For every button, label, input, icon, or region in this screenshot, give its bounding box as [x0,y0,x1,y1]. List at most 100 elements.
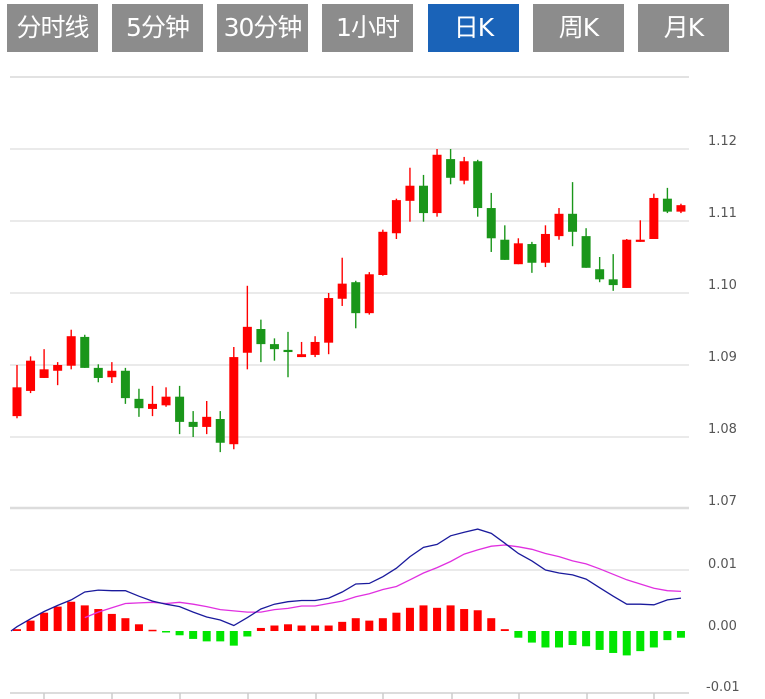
dea-line [84,544,682,619]
candle-up [364,274,374,314]
macd-bar [676,631,685,638]
macd-bar [405,607,414,631]
candle-up [324,298,334,343]
macd-tick-label: 0.01 [708,557,737,572]
macd-bar [595,631,604,650]
candle-down [581,236,591,268]
candle-up [297,354,307,358]
candle-down [473,161,483,209]
candle-down [175,396,185,422]
macd-bar [460,609,469,631]
candle-up [12,387,22,417]
tab-timeshare[interactable]: 分时线 [7,4,98,52]
price-tick-label: 1.09 [708,350,737,365]
tab-30min[interactable]: 30分钟 [217,4,308,52]
macd-bar [40,612,49,631]
candle-down [120,370,130,399]
candle-up [459,161,469,181]
candle-up [676,205,686,212]
price-tick-label: 1.12 [708,134,737,149]
candle-down [215,419,225,443]
price-tick-label: 1.08 [708,422,737,437]
macd-bar [636,631,645,652]
tab-5min[interactable]: 5分钟 [112,4,203,52]
macd-bar [26,620,35,631]
tab-weekly-k[interactable]: 周K [533,4,624,52]
candle-down [608,279,618,286]
candle-up [229,357,239,445]
candle-up [554,213,564,237]
price-tick-label: 1.07 [708,494,737,509]
candle-up [635,239,645,242]
candle-up [432,154,442,214]
macd-bar [433,607,442,631]
macd-bar [582,631,591,647]
macd-bar [555,631,563,648]
macd-bar [351,618,360,631]
tab-monthly-k[interactable]: 月K [638,4,729,52]
macd-bar [473,610,482,631]
macd-bar [324,625,333,631]
candle-up [161,396,171,406]
candle-down [256,329,266,345]
candle-down [283,349,293,353]
grid-lines [10,76,689,699]
candle-up [649,197,659,239]
candle-up [53,365,63,371]
macd-bar [527,631,536,643]
macd-bar [94,609,103,631]
macd-bar [202,631,211,642]
macd-lines [10,528,682,632]
period-tabs: 分时线 5分钟 30分钟 1小时 日K 周K 月K [0,0,765,60]
macd-bar [297,625,306,631]
tab-daily-k[interactable]: 日K [428,4,519,52]
macd-bar [609,631,618,653]
macd-bar [13,629,21,631]
macd-bar [189,631,198,639]
candle-down [662,198,672,212]
axis-labels: 1.12 1.11 1.10 1.09 1.08 1.07 0.01 0.00 … [706,134,740,695]
macd-bar [53,606,62,631]
tab-1hour[interactable]: 1小时 [322,4,413,52]
candle-up [26,360,36,391]
candle-up [540,233,550,263]
candle-up [391,200,401,234]
macd-tick-label: -0.01 [706,680,740,695]
macd-bar [216,631,225,642]
macd-bar [392,612,401,631]
candle-down [269,344,279,350]
macd-bar [162,631,171,633]
macd-bar [446,605,455,631]
macd-bar [419,605,428,631]
candle-down [486,208,496,239]
candle-down [351,282,361,314]
candle-down [446,159,456,178]
candle-down [595,269,605,280]
candle-up [405,185,415,201]
candle-up [378,231,388,275]
macd-bar [67,601,76,631]
candle-down [93,367,103,378]
macd-bar [487,618,496,631]
macd-bar [284,624,292,631]
candle-up [107,370,117,378]
price-tick-label: 1.10 [708,278,737,293]
macd-bar [270,625,279,631]
macd-bar [541,631,550,648]
macd-bar [663,631,672,641]
candle-up [39,369,49,378]
candlestick-series [12,149,686,453]
candle-down [134,398,144,409]
macd-bar [121,618,130,631]
macd-histogram [13,601,685,656]
dif-line [10,528,682,632]
macd-bar [311,625,320,631]
candle-up [202,416,212,427]
macd-bar [649,631,658,648]
macd-tick-label: 0.00 [708,619,737,634]
macd-bar [80,605,89,631]
candle-down [500,239,510,260]
candle-down [527,244,537,263]
candle-down [188,421,198,427]
